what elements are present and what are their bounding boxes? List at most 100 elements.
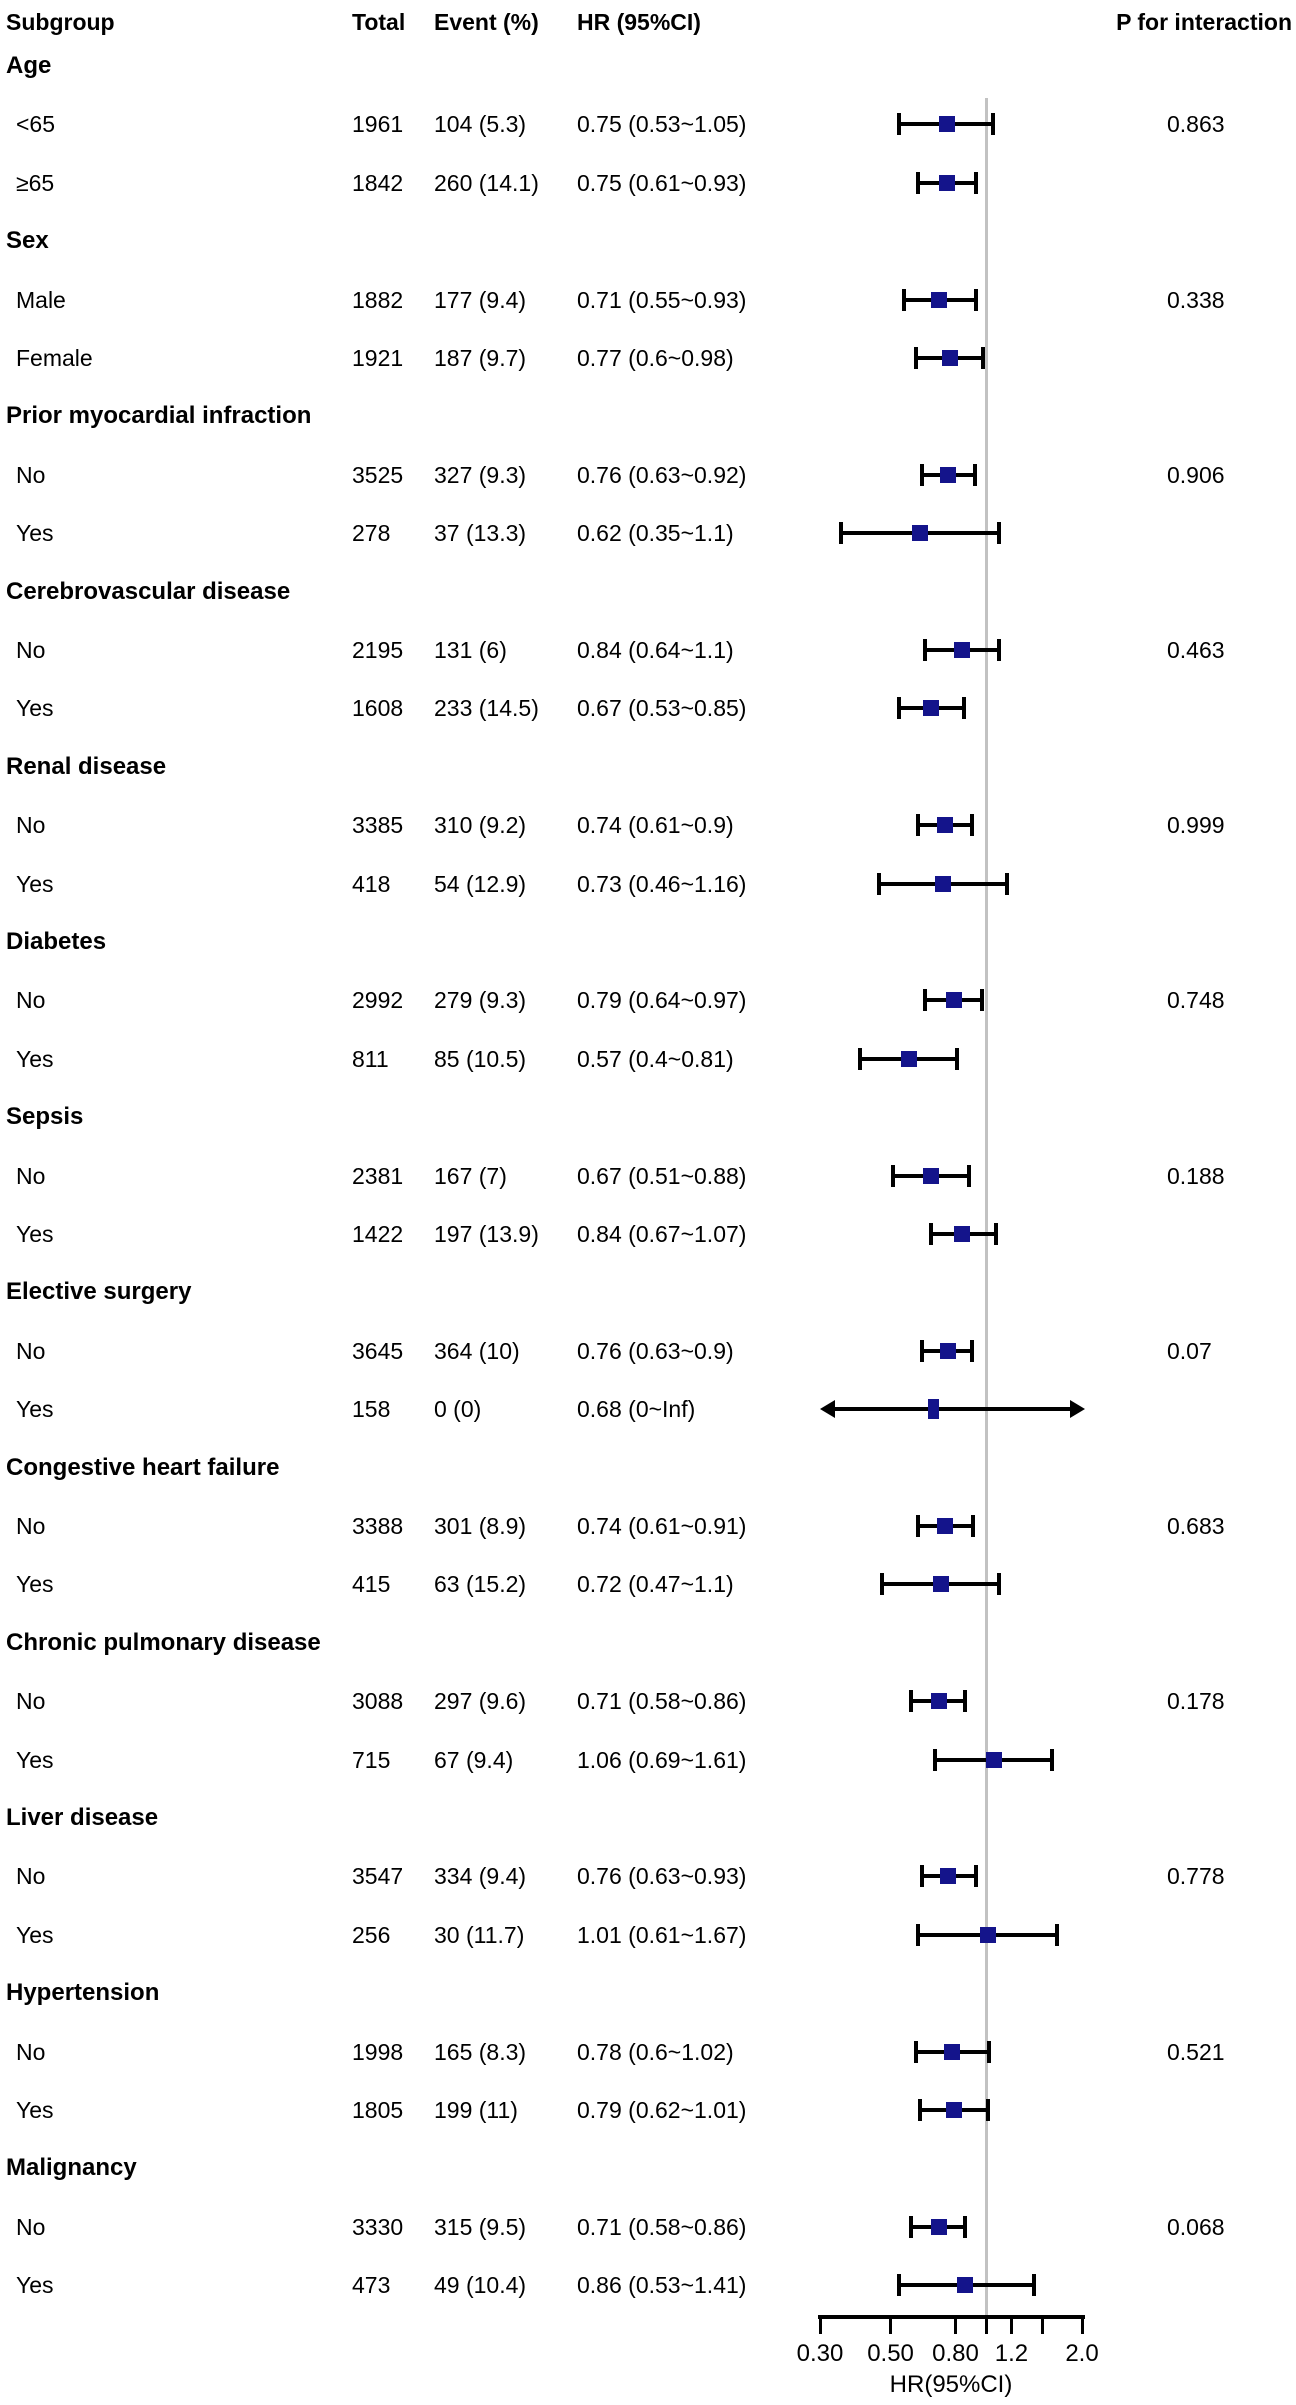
row-event: 167 (7) xyxy=(434,1162,507,1189)
row-event: 37 (13.3) xyxy=(434,520,527,547)
section-row: Sex xyxy=(0,212,1296,270)
row-total: 2195 xyxy=(352,637,404,663)
hr-marker xyxy=(942,350,959,366)
ci-cap-left xyxy=(920,463,925,486)
row-total: 1921 xyxy=(352,345,404,371)
ci-cap-right xyxy=(974,171,979,194)
row-label: Yes xyxy=(16,520,54,547)
col-header-hr: HR (95%CI) xyxy=(577,9,701,35)
row-p-value: 0.463 xyxy=(1167,637,1225,663)
ci-cap-left xyxy=(909,1690,914,1713)
row-total: 278 xyxy=(352,520,391,547)
forest-row: Yes 418 54 (12.9) 0.73 (0.46~1.16) xyxy=(0,855,1296,913)
axis-tick xyxy=(1009,2315,1013,2334)
forest-row: Yes 473 49 (10.4) 0.86 (0.53~1.41) xyxy=(0,2256,1296,2314)
row-total: 3547 xyxy=(352,1863,404,1890)
row-event: 131 (6) xyxy=(434,637,507,663)
ci-cap-right xyxy=(961,697,966,720)
row-label: No xyxy=(16,2038,46,2065)
row-hr-text: 0.76 (0.63~0.93) xyxy=(577,1863,747,1890)
row-hr-text: 0.74 (0.61~0.9) xyxy=(577,812,734,839)
forest-row: Yes 811 85 (10.5) 0.57 (0.4~0.81) xyxy=(0,1030,1296,1088)
axis-tick-label: 0.80 xyxy=(932,2340,979,2367)
section-label: Cerebrovascular disease xyxy=(6,577,291,605)
ci-cap-left xyxy=(913,2040,918,2063)
ci-cap-right xyxy=(971,1515,976,1537)
ci-cap-left xyxy=(933,1748,938,1771)
hr-marker xyxy=(938,174,955,191)
forest-row: Female 1921 187 (9.7) 0.77 (0.6~0.98) xyxy=(0,329,1296,387)
row-hr-text: 0.71 (0.55~0.93) xyxy=(577,286,747,313)
axis-tick xyxy=(953,2315,957,2334)
hr-marker xyxy=(954,642,971,658)
section-label: Age xyxy=(6,52,52,79)
ci-cap-right xyxy=(985,2099,990,2121)
axis-tick-label: 2.0 xyxy=(1065,2340,1099,2367)
forest-row: No 3547 334 (9.4) 0.76 (0.63~0.93) 0.778 xyxy=(0,1847,1296,1905)
row-label: No xyxy=(16,812,46,839)
row-hr-text: 0.84 (0.67~1.07) xyxy=(577,1221,747,1247)
row-total: 1961 xyxy=(352,111,404,138)
section-row: Cerebrovascular disease xyxy=(0,563,1296,621)
row-p-value: 0.188 xyxy=(1167,1162,1225,1189)
ci-cap-right xyxy=(969,814,974,837)
hr-marker xyxy=(927,1399,939,1420)
row-label: Yes xyxy=(16,1921,54,1948)
row-label: Male xyxy=(16,286,66,313)
row-event: 364 (10) xyxy=(434,1337,520,1364)
forest-row: Yes 256 30 (11.7) 1.01 (0.61~1.67) xyxy=(0,1906,1296,1964)
forest-row: ≥65 1842 260 (14.1) 0.75 (0.61~0.93) xyxy=(0,154,1296,212)
row-p-value: 0.338 xyxy=(1167,286,1225,313)
section-label: Congestive heart failure xyxy=(6,1453,280,1481)
section-row: Sepsis xyxy=(0,1088,1296,1146)
row-label: No xyxy=(16,1162,46,1189)
ci-cap-right xyxy=(974,288,979,311)
hr-marker xyxy=(940,466,957,483)
ci-cap-right xyxy=(993,1223,998,1245)
row-hr-text: 0.71 (0.58~0.86) xyxy=(577,1688,747,1715)
section-label: Elective surgery xyxy=(6,1278,192,1306)
axis-tick xyxy=(1040,2315,1044,2334)
forest-row: Yes 415 63 (15.2) 0.72 (0.47~1.1) xyxy=(0,1555,1296,1613)
hr-marker xyxy=(912,525,929,542)
row-event: 310 (9.2) xyxy=(434,812,527,839)
row-total: 3388 xyxy=(352,1513,404,1539)
ci-cap-right xyxy=(987,2040,991,2063)
col-header-p-interaction: P for interaction xyxy=(1116,9,1292,35)
row-total: 1842 xyxy=(352,169,404,196)
forest-row: No 2992 279 (9.3) 0.79 (0.64~0.97) 0.748 xyxy=(0,971,1296,1029)
row-total: 3330 xyxy=(352,2213,404,2240)
ci-cap-left xyxy=(877,872,882,895)
axis-tick xyxy=(889,2315,893,2334)
row-p-value: 0.999 xyxy=(1167,812,1225,839)
col-header-subgroup: Subgroup xyxy=(6,9,115,35)
forest-row: Yes 1422 197 (13.9) 0.84 (0.67~1.07) xyxy=(0,1205,1296,1263)
ci-cap-right xyxy=(1050,1748,1055,1771)
section-row: Liver disease xyxy=(0,1789,1296,1847)
ci-cap-left xyxy=(901,288,906,311)
forest-row: No 1998 165 (8.3) 0.78 (0.6~1.02) 0.521 xyxy=(0,2023,1296,2081)
row-hr-text: 0.78 (0.6~1.02) xyxy=(577,2038,734,2065)
forest-row: No 3330 315 (9.5) 0.71 (0.58~0.86) 0.068 xyxy=(0,2198,1296,2256)
ci-cap-right xyxy=(955,1047,960,1070)
section-row: Malignancy xyxy=(0,2139,1296,2197)
forest-row: <65 1961 104 (5.3) 0.75 (0.53~1.05) 0.863 xyxy=(0,95,1296,153)
row-event: 0 (0) xyxy=(434,1396,482,1423)
section-row: Age xyxy=(0,37,1296,95)
row-event: 187 (9.7) xyxy=(434,345,527,371)
hr-marker xyxy=(936,1518,953,1534)
col-header-event: Event (%) xyxy=(434,9,539,35)
row-event: 54 (12.9) xyxy=(434,870,527,897)
ci-cap-left xyxy=(922,989,927,1012)
section-row: Renal disease xyxy=(0,738,1296,796)
row-event: 260 (14.1) xyxy=(434,169,539,196)
row-event: 301 (8.9) xyxy=(434,1513,527,1539)
row-label: Yes xyxy=(16,1746,54,1773)
ci-cap-left xyxy=(918,2099,923,2121)
forest-row: No 2195 131 (6) 0.84 (0.64~1.1) 0.463 xyxy=(0,621,1296,679)
row-event: 334 (9.4) xyxy=(434,1863,527,1890)
row-label: Yes xyxy=(16,1571,54,1598)
row-label: Female xyxy=(16,345,93,371)
arrow-right-icon xyxy=(1070,1400,1085,1419)
row-p-value: 0.748 xyxy=(1167,987,1225,1014)
